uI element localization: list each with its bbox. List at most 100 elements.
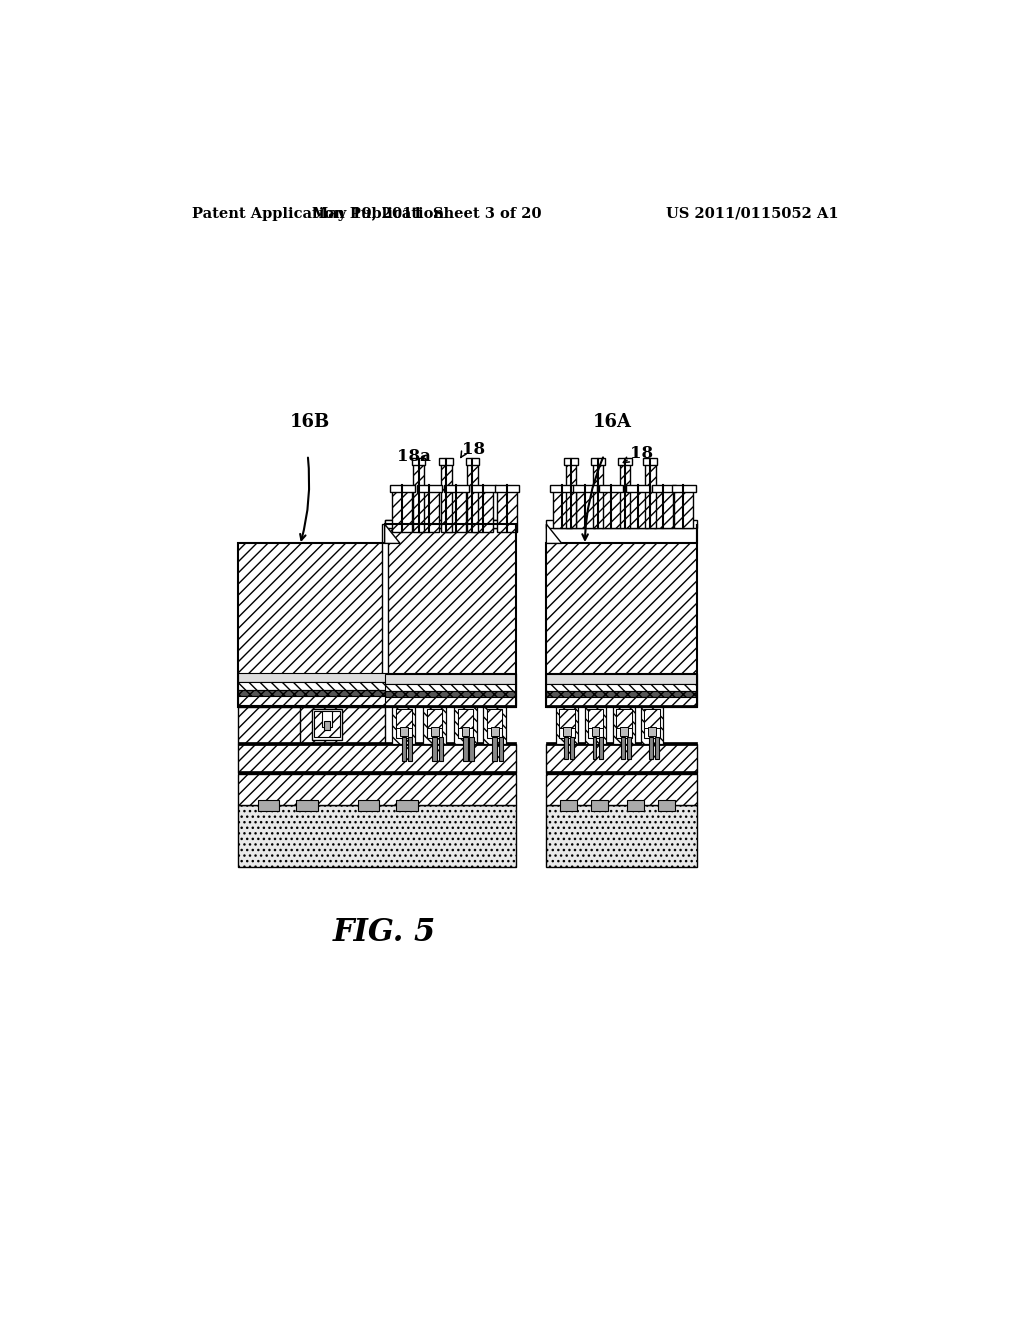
Bar (423, 706, 446, 743)
Bar (239, 544, 493, 675)
Bar (658, 800, 675, 810)
Bar (382, 524, 388, 675)
Bar (499, 738, 503, 760)
Bar (239, 805, 515, 867)
Bar (385, 524, 515, 675)
Bar (592, 726, 599, 737)
Bar (547, 682, 696, 689)
Bar (438, 738, 443, 760)
Bar (493, 738, 497, 760)
Bar (599, 738, 602, 759)
Bar (239, 696, 515, 705)
Bar (547, 692, 696, 697)
Bar (550, 484, 574, 492)
Bar (556, 706, 578, 743)
Bar (385, 520, 515, 528)
Bar (413, 462, 424, 532)
Bar (585, 706, 606, 743)
Bar (324, 721, 330, 730)
Bar (644, 709, 659, 738)
Bar (408, 738, 413, 760)
Bar (458, 709, 473, 729)
Bar (385, 684, 515, 692)
Bar (547, 520, 696, 528)
Bar (644, 709, 659, 729)
Bar (643, 458, 657, 465)
Bar (553, 490, 571, 528)
Bar (621, 738, 625, 759)
Bar (627, 484, 650, 492)
Bar (591, 458, 605, 465)
Bar (629, 490, 648, 528)
Bar (547, 696, 696, 705)
Bar (473, 490, 494, 532)
Bar (654, 490, 674, 528)
Polygon shape (385, 524, 400, 544)
Bar (483, 706, 506, 743)
Bar (439, 458, 454, 465)
Bar (547, 775, 696, 805)
Bar (616, 709, 632, 738)
Bar (588, 709, 603, 738)
Bar (559, 709, 574, 738)
Bar (463, 738, 468, 760)
Bar (239, 775, 515, 805)
Bar (487, 709, 503, 738)
Bar (641, 706, 663, 743)
Bar (560, 800, 578, 810)
Bar (427, 709, 442, 729)
Bar (648, 726, 655, 737)
Bar (490, 726, 499, 737)
Text: 16B: 16B (290, 413, 330, 430)
Bar (547, 684, 696, 692)
Bar (547, 697, 696, 706)
Text: May 19, 2011  Sheet 3 of 20: May 19, 2011 Sheet 3 of 20 (312, 207, 542, 220)
Bar (444, 484, 469, 492)
Polygon shape (547, 524, 562, 544)
Bar (573, 484, 597, 492)
Bar (401, 738, 407, 760)
Bar (239, 743, 515, 774)
Bar (431, 726, 438, 737)
Bar (599, 484, 624, 492)
Text: 16A: 16A (593, 413, 632, 430)
Bar (441, 462, 452, 532)
Text: Patent Application Publication: Patent Application Publication (193, 207, 444, 220)
Bar (547, 742, 696, 744)
Bar (357, 800, 379, 810)
Text: FIG. 5: FIG. 5 (333, 917, 436, 948)
Bar (311, 709, 342, 739)
Bar (392, 706, 416, 743)
Bar (400, 726, 408, 737)
Bar (616, 709, 632, 729)
Bar (385, 520, 515, 528)
Bar (564, 738, 568, 759)
Text: 18: 18 (631, 445, 653, 462)
Bar (239, 742, 515, 744)
Bar (588, 709, 603, 729)
Bar (559, 709, 574, 729)
Bar (655, 738, 658, 759)
Bar (497, 490, 517, 532)
Bar (417, 484, 441, 492)
Bar (296, 800, 317, 810)
Bar (454, 706, 477, 743)
Bar (392, 490, 413, 532)
Bar (396, 709, 412, 729)
Bar (570, 738, 574, 759)
Bar (427, 709, 442, 738)
Bar (258, 800, 280, 810)
Bar (322, 711, 333, 726)
Bar (466, 458, 479, 465)
Bar (593, 462, 603, 528)
Bar (300, 706, 385, 743)
Bar (591, 800, 608, 810)
Bar (239, 689, 515, 696)
Bar (563, 726, 571, 737)
Bar (672, 484, 695, 492)
Bar (419, 490, 439, 532)
Bar (565, 462, 577, 528)
Bar (396, 709, 412, 738)
Bar (313, 711, 340, 738)
Bar (467, 462, 478, 532)
